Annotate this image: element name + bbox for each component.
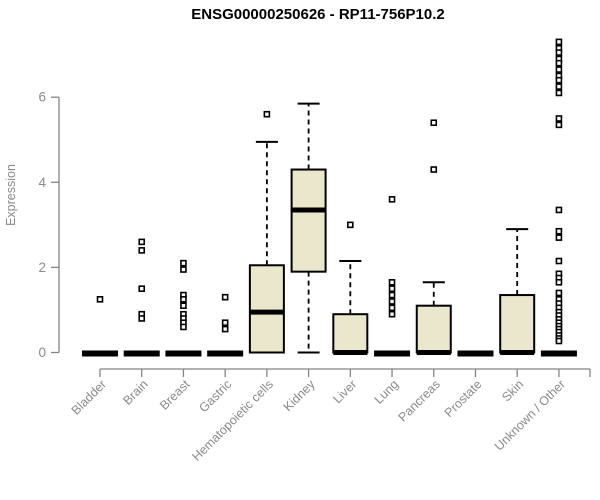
collapsed-box	[123, 350, 160, 357]
outlier-point	[555, 278, 563, 286]
outlier-point	[555, 59, 563, 67]
collapsed-box	[165, 350, 202, 357]
outlier-point	[180, 296, 187, 303]
x-tick-label: Lung	[372, 377, 402, 407]
box-group	[82, 296, 118, 357]
outlier-point	[221, 325, 229, 333]
outlier-point	[555, 206, 563, 214]
box-group	[374, 196, 411, 357]
outlier-point	[388, 310, 396, 318]
x-tick-label: Bladder	[69, 377, 109, 417]
outlier-point	[263, 110, 271, 118]
collapsed-box	[457, 350, 494, 357]
outlier-point	[388, 285, 396, 292]
box	[415, 304, 452, 354]
x-tick-label: Breast	[157, 377, 193, 413]
x-tick-label: Unknown / Other	[492, 377, 568, 453]
x-tick-label: Gastric	[196, 377, 234, 415]
box	[248, 264, 285, 354]
box-group	[207, 293, 244, 357]
x-tick-label: Skin	[499, 377, 526, 404]
outlier-point	[138, 238, 146, 246]
outlier-point	[555, 234, 563, 241]
outlier-point	[347, 221, 354, 229]
outlier-point	[555, 49, 563, 56]
outlier-point	[388, 304, 396, 312]
outlier-point	[555, 289, 563, 297]
collapsed-box	[207, 350, 244, 357]
outlier-point	[388, 298, 396, 305]
outlier-point	[555, 257, 563, 265]
box-group	[248, 110, 285, 354]
collapsed-box	[374, 350, 411, 357]
x-tick-label: Kidney	[281, 377, 318, 414]
box-group	[540, 38, 577, 357]
outlier-point	[388, 291, 396, 299]
outlier-point	[555, 227, 563, 235]
outlier-point	[555, 76, 563, 84]
outlier-point	[555, 121, 563, 129]
outlier-point	[180, 302, 187, 309]
box	[290, 168, 327, 273]
outlier-point	[555, 115, 563, 122]
outlier-point	[388, 278, 396, 286]
box-group	[415, 119, 452, 355]
box-group	[332, 221, 369, 355]
box-group	[499, 228, 536, 355]
outlier-point	[555, 38, 563, 46]
x-tick-label: Pancreas	[396, 377, 443, 424]
outlier-point	[430, 119, 438, 127]
outlier-point	[180, 266, 187, 273]
outlier-point	[555, 337, 563, 345]
collapsed-box	[82, 350, 118, 357]
outlier-point	[180, 259, 187, 267]
outlier-point	[221, 319, 229, 327]
outlier-point	[555, 89, 563, 97]
outlier-point	[180, 323, 187, 331]
outlier-point	[138, 247, 146, 254]
outlier-point	[221, 293, 229, 301]
y-tick-label: 0	[38, 345, 46, 360]
x-tick-label: Liver	[330, 377, 359, 406]
x-tick-label: Brain	[120, 377, 151, 408]
box	[332, 313, 369, 354]
box-group	[290, 102, 327, 354]
box-group	[165, 259, 202, 357]
outlier-point	[430, 166, 438, 173]
outlier-point	[138, 315, 146, 322]
box	[499, 294, 536, 354]
x-tick-label: Hematopoietic cells	[189, 377, 276, 464]
collapsed-box	[540, 350, 577, 357]
outlier-point	[96, 296, 104, 303]
box-group	[457, 350, 494, 357]
outlier-point	[138, 285, 146, 292]
y-tick-label: 6	[38, 90, 46, 105]
y-axis-title: Expression	[4, 164, 18, 226]
box-group	[123, 238, 160, 357]
outlier-point	[388, 196, 396, 203]
y-tick-label: 2	[38, 260, 46, 275]
outlier-point	[555, 66, 563, 73]
chart-title: ENSG00000250626 - RP11-756P10.2	[191, 6, 445, 23]
y-tick-label: 4	[38, 175, 46, 190]
outlier-point	[555, 83, 563, 90]
x-tick-label: Prostate	[442, 377, 485, 420]
plot-area: 0 2 4 6 Bladder Brain Breast GastricHematopoiet…	[38, 38, 591, 464]
